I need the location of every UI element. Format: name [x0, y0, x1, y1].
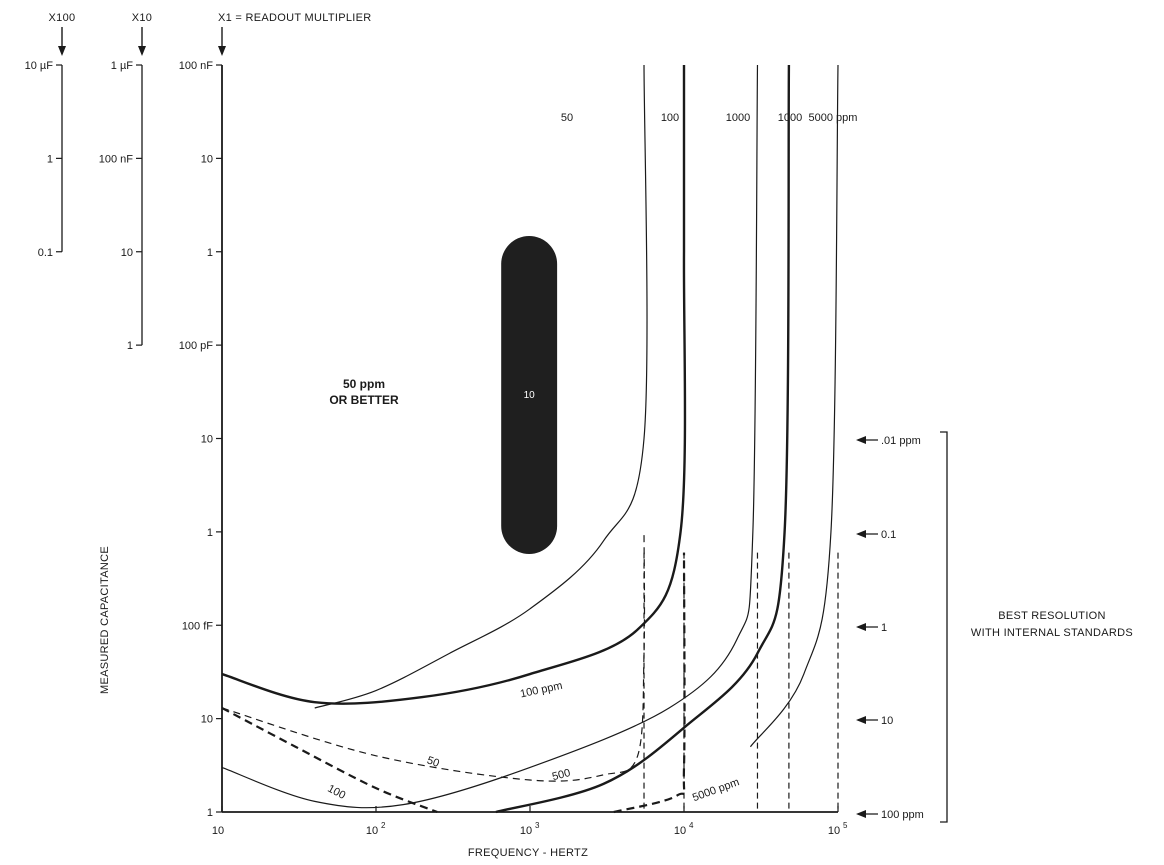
curve-top-label: 100: [661, 112, 679, 124]
axes-group: 10 µF 1 0.1 X100 1 µF 100 nF 10 1 X10 100 nF 10 1 10…: [25, 12, 848, 859]
curve-5000-ppm: [749, 64, 839, 748]
x-tick-label: 10: [828, 825, 840, 837]
x-tick-exponent: 3: [535, 821, 540, 830]
region-label-line1: 50 ppm: [343, 377, 385, 391]
x-tick-exponent: 4: [689, 821, 694, 830]
y-tick-label: 1: [207, 247, 213, 259]
y-tick-label: 10: [121, 247, 133, 259]
y-tick-label: 1: [47, 153, 53, 165]
resolution-arrow-head: [856, 436, 866, 444]
curve-50-dashed-: [221, 531, 646, 782]
resolution-label: 100 ppm: [881, 809, 924, 821]
shaded-region-label: 10: [524, 390, 536, 401]
curve-100-dashed-: [221, 707, 438, 814]
y-tick-label: 1: [207, 807, 213, 819]
curve-label: 1000: [726, 112, 750, 124]
y-tick-label: 100 fF: [182, 620, 213, 632]
x-axis-title: FREQUENCY - HERTZ: [468, 847, 588, 859]
curve-label: 100: [325, 783, 347, 802]
x-tick-exponent: 5: [843, 821, 848, 830]
x-tick-label: 10: [520, 825, 532, 837]
readout-multiplier-label: X1 = READOUT MULTIPLIER: [218, 12, 372, 24]
region-label-line2: OR BETTER: [329, 393, 399, 407]
y-tick-label: 0.1: [38, 247, 53, 259]
resolution-label: .01 ppm: [881, 435, 921, 447]
curve-label: 50: [561, 112, 573, 124]
y-tick-label: 100 pF: [179, 340, 214, 352]
y-tick-label: 10: [201, 153, 213, 165]
resolution-arrow-head: [856, 623, 866, 631]
curve-50-ppm: [314, 64, 648, 709]
readout-multiplier-label: X10: [132, 12, 152, 24]
curve-label: 50: [425, 754, 441, 769]
curve-top-label: 1000: [778, 112, 802, 124]
y-tick-label: 1: [127, 340, 133, 352]
resolution-label: 1: [881, 622, 887, 634]
shaded-region-10ppm: [501, 236, 558, 554]
curve-label: 100 ppm: [519, 680, 563, 701]
y-axis-title: MEASURED CAPACITANCE: [99, 546, 111, 694]
y-tick-label: 10 µF: [25, 60, 54, 72]
resolution-title-line2: WITH INTERNAL STANDARDS: [971, 627, 1133, 639]
resolution-arrow-head: [856, 810, 866, 818]
curve-top-label: 5000 ppm: [809, 112, 858, 124]
multiplier-arrow-head: [58, 46, 66, 56]
shaded-region-group: 10: [501, 236, 558, 554]
y-tick-label: 100 nF: [99, 153, 134, 165]
multiplier-arrow-head: [138, 46, 146, 56]
resolution-bracket: [940, 431, 948, 823]
curve-500-ppm: [221, 64, 759, 809]
x-tick-exponent: 2: [381, 821, 386, 830]
multiplier-arrow-head: [218, 46, 226, 56]
x-tick-label: 10: [212, 825, 224, 837]
readout-multiplier-label: X100: [49, 12, 76, 24]
resolution-label: 0.1: [881, 529, 896, 541]
y-tick-label: 1 µF: [111, 60, 134, 72]
y-tick-label: 1: [207, 527, 213, 539]
curve-100-ppm: [221, 64, 687, 705]
curve-label: 5000 ppm: [691, 776, 741, 804]
x-tick-label: 10: [366, 825, 378, 837]
y-tick-label: 10: [201, 434, 213, 446]
resolution-title-line1: BEST RESOLUTION: [998, 610, 1106, 622]
x-tick-label: 10: [674, 825, 686, 837]
curves-group: [221, 64, 839, 814]
curve-label: 500: [551, 767, 572, 783]
resolution-arrow-head: [856, 530, 866, 538]
y-tick-label: 10: [201, 714, 213, 726]
resolution-label: 10: [881, 715, 893, 727]
resolution-scale-group: .01 ppm 0.1 1 10 100 ppm BEST RESOLUTION WITH …: [856, 431, 1133, 823]
y-tick-label: 100 nF: [179, 60, 214, 72]
resolution-arrow-head: [856, 716, 866, 724]
